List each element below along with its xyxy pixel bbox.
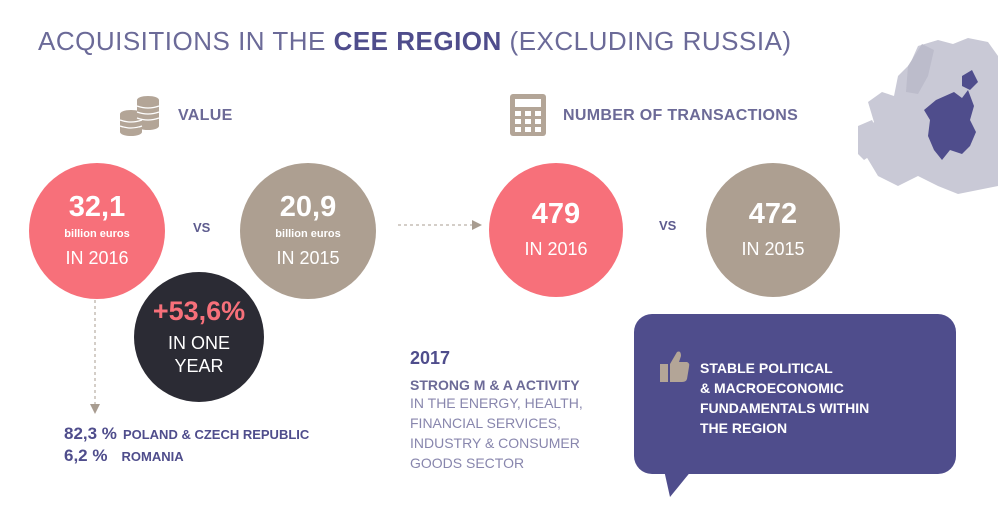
map-cee-region: [924, 90, 976, 160]
value-2015-unit: billion euros: [275, 228, 341, 240]
growth-line-1: IN ONE: [167, 332, 230, 353]
share-2-label: ROMANIA: [121, 449, 184, 464]
value-2015-amount: 20,9: [279, 191, 337, 223]
callout-line-4: THE REGION: [700, 420, 788, 436]
map-land-scandinavia: [906, 44, 934, 94]
value-2015-circle: 20,9 billion euros IN 2015: [240, 163, 376, 299]
outlook-block: 2017 STRONG M & A ACTIVITY IN THE ENERGY…: [410, 348, 583, 473]
callout-line-2: & MACROECONOMIC: [700, 380, 844, 396]
value-2016-circle: 32,1 billion euros IN 2016: [29, 163, 165, 299]
value-label: VALUE: [178, 107, 233, 124]
title-part-2: (EXCLUDING RUSSIA): [501, 26, 792, 56]
outlook-line-1: IN THE ENERGY, HEALTH,: [410, 395, 583, 411]
outlook-headline: STRONG M & A ACTIVITY: [410, 377, 580, 393]
map-cee-baltics: [962, 70, 978, 90]
growth-circle: +53,6% IN ONE YEAR: [134, 272, 264, 402]
transactions-2015-circle: 472 IN 2015: [706, 163, 840, 297]
value-2016-unit: billion euros: [64, 228, 130, 240]
calculator-icon: [510, 94, 546, 136]
share-1-pct: 82,3 %: [64, 424, 117, 443]
callout-text: STABLE POLITICAL & MACROECONOMIC FUNDAME…: [700, 358, 940, 438]
transactions-vs-label: VS: [659, 218, 677, 233]
transactions-2016-circle: 479 IN 2016: [489, 163, 623, 297]
share-1-label: POLAND & CZECH REPUBLIC: [122, 427, 310, 442]
map-land-west: [858, 120, 880, 160]
callout-tail: [664, 470, 692, 497]
dashed-arrow-down: [90, 300, 100, 414]
transactions-2016-year: IN 2016: [524, 239, 588, 259]
transactions-2016-count: 479: [531, 198, 581, 230]
transactions-2015-year: IN 2015: [741, 239, 805, 259]
dashed-arrow-right: [398, 220, 482, 230]
transactions-2015-count: 472: [748, 198, 798, 230]
outlook-year: 2017: [410, 348, 451, 368]
title-bold: CEE REGION: [333, 26, 502, 56]
coins-icon: [119, 96, 160, 136]
value-2016-year: IN 2016: [65, 248, 129, 268]
growth-pct: +53,6%: [152, 295, 246, 326]
share-row-1: 82,3 % POLAND & CZECH REPUBLIC: [64, 424, 309, 444]
outlook-line-3: INDUSTRY & CONSUMER: [410, 435, 580, 451]
outlook-line-2: FINANCIAL SERVICES,: [410, 415, 561, 431]
callout-line-1: STABLE POLITICAL: [700, 360, 833, 376]
title-part-1: ACQUISITIONS IN THE: [38, 26, 334, 56]
growth-line-2: YEAR: [174, 355, 224, 376]
outlook-line-4: GOODS SECTOR: [410, 455, 525, 471]
europe-map: [858, 38, 998, 194]
share-2-pct: 6,2 %: [64, 446, 108, 465]
value-2016-amount: 32,1: [68, 191, 126, 223]
callout-bubble: [634, 314, 956, 474]
page-title: ACQUISITIONS IN THE CEE REGION (EXCLUDIN…: [38, 26, 792, 57]
value-2015-year: IN 2015: [276, 248, 340, 268]
share-row-2: 6,2 % ROMANIA: [64, 446, 184, 466]
thumbs-up-icon: [660, 351, 690, 382]
value-vs-label: VS: [193, 220, 211, 235]
callout-line-3: FUNDAMENTALS WITHIN: [700, 400, 870, 416]
transactions-label: NUMBER OF TRANSACTIONS: [563, 107, 799, 124]
